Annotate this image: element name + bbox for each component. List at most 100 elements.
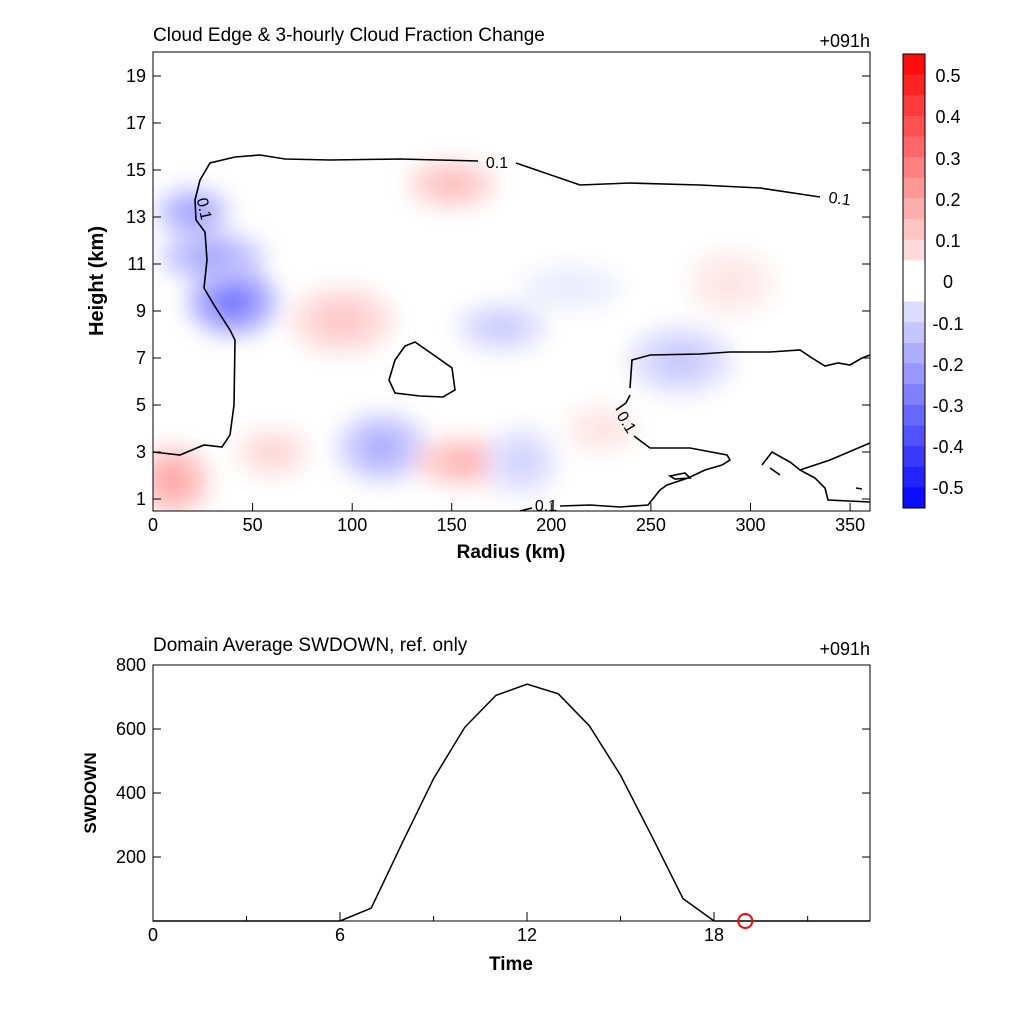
colorbar-cell bbox=[903, 281, 925, 303]
y-tick-label: 7 bbox=[136, 348, 146, 368]
colorbar-cell bbox=[903, 157, 925, 179]
heatmap-y-axis-label: Height (km) bbox=[86, 226, 108, 336]
x-tick-label: 350 bbox=[835, 515, 865, 535]
colorbar-label: -0.3 bbox=[932, 396, 963, 416]
heatmap-anomaly-core bbox=[212, 284, 254, 319]
colorbar-cell bbox=[903, 239, 925, 261]
heatmap-anomaly-core bbox=[431, 173, 473, 195]
heatmap-anomaly-core bbox=[187, 245, 238, 268]
y-tick-label: 17 bbox=[126, 113, 146, 133]
x-tick-label: 0 bbox=[148, 515, 158, 535]
heatmap-anomaly-core bbox=[177, 201, 209, 223]
colorbar-label: 0 bbox=[943, 272, 953, 292]
x-tick-label: 100 bbox=[337, 515, 367, 535]
colorbar-cell bbox=[903, 301, 925, 323]
x-tick-label: 6 bbox=[335, 925, 345, 945]
line-chart-time-label: +091h bbox=[819, 639, 870, 659]
colorbar-label: 0.3 bbox=[935, 149, 960, 169]
heatmap-anomaly-core bbox=[505, 444, 538, 479]
y-tick-label: 200 bbox=[116, 847, 146, 867]
colorbar-cell bbox=[903, 425, 925, 447]
colorbar-cell bbox=[903, 342, 925, 365]
heatmap-anomaly-core bbox=[317, 303, 368, 338]
heatmap-anomaly-core bbox=[440, 450, 491, 473]
heatmap-panel: Cloud Edge & 3-hourly Cloud Fraction Cha… bbox=[86, 25, 871, 563]
line-chart-y-axis-label: SWDOWN bbox=[81, 752, 100, 833]
colorbar-label: -0.1 bbox=[932, 314, 963, 334]
y-tick-label: 13 bbox=[126, 207, 146, 227]
colorbar-label: -0.4 bbox=[932, 437, 963, 457]
contour-mid-ring bbox=[388, 341, 456, 398]
y-tick-label: 15 bbox=[126, 160, 146, 180]
x-tick-label: 200 bbox=[536, 515, 566, 535]
colorbar-labels: 0.5 0.4 0.3 0.2 0.1 0 -0.1 -0.2 -0.3 -0.… bbox=[932, 66, 963, 498]
cloud-edge-contours bbox=[153, 154, 870, 511]
x-tick-label: 150 bbox=[437, 515, 467, 535]
colorbar-cell bbox=[903, 95, 925, 117]
colorbar-cell bbox=[903, 198, 925, 220]
y-tick-label: 5 bbox=[136, 395, 146, 415]
x-tick-label: 50 bbox=[243, 515, 263, 535]
y-tick-label: 19 bbox=[126, 66, 146, 86]
heatmap-frame bbox=[152, 51, 871, 512]
current-time-marker bbox=[737, 913, 754, 929]
line-series-group bbox=[153, 683, 870, 929]
y-tick-label: 400 bbox=[116, 783, 146, 803]
line-chart-x-axis-label: Time bbox=[489, 954, 533, 975]
colorbar-cell bbox=[903, 446, 925, 468]
x-tick-label: 250 bbox=[636, 515, 666, 535]
colorbar-cell bbox=[903, 115, 925, 138]
colorbar-cell bbox=[903, 363, 925, 385]
heatmap-x-ticks: 0 50 100 150 200 250 300 350 bbox=[148, 503, 865, 535]
colorbar-cell bbox=[903, 404, 925, 426]
colorbar-cell bbox=[903, 260, 925, 282]
heatmap-x-axis-label: Radius (km) bbox=[457, 542, 566, 563]
y-tick-label: 1 bbox=[136, 489, 146, 509]
contour-lower-right bbox=[519, 349, 870, 511]
heatmap-anomaly-core bbox=[256, 441, 289, 463]
x-tick-label: 0 bbox=[148, 925, 158, 945]
contour-label-top: 0.1 bbox=[486, 155, 508, 172]
colorbar-cell bbox=[903, 74, 925, 96]
contour-upper-cloud bbox=[153, 154, 821, 456]
swdown-series-line bbox=[153, 683, 870, 922]
colorbar-frame bbox=[902, 53, 926, 509]
heatmap-anomaly-core bbox=[481, 316, 522, 339]
colorbar: 0.5 0.4 0.3 0.2 0.1 0 -0.1 -0.2 -0.3 -0.… bbox=[902, 53, 964, 509]
heatmap-anomaly-core bbox=[710, 265, 751, 300]
x-tick-label: 300 bbox=[735, 515, 765, 535]
y-tick-label: 9 bbox=[136, 301, 146, 321]
colorbar-cell bbox=[903, 136, 925, 158]
colorbar-label: 0.4 bbox=[935, 107, 960, 127]
colorbar-cell bbox=[903, 219, 925, 241]
colorbar-label: -0.5 bbox=[932, 478, 963, 498]
line-chart-title: Domain Average SWDOWN, ref. only bbox=[153, 635, 468, 656]
y-tick-label: 600 bbox=[116, 719, 146, 739]
y-tick-label: 11 bbox=[127, 254, 146, 274]
line-chart-plot-area bbox=[152, 664, 871, 922]
line-chart-minor-ticks bbox=[246, 916, 809, 921]
x-tick-label: 18 bbox=[704, 925, 724, 945]
heatmap-anomaly-core bbox=[585, 417, 617, 440]
line-chart-y-ticks: 200 400 600 800 bbox=[116, 655, 870, 867]
heatmap-anomaly-core bbox=[655, 343, 706, 378]
colorbar-cell bbox=[903, 487, 925, 509]
contour-label-left: 0.1 bbox=[193, 196, 214, 221]
colorbar-cell bbox=[903, 466, 925, 488]
colorbar-cell bbox=[903, 177, 925, 199]
y-tick-label: 800 bbox=[116, 655, 146, 675]
line-chart-x-ticks: 0 6 12 18 bbox=[148, 912, 724, 945]
colorbar-label: 0.1 bbox=[935, 231, 960, 251]
heatmap-anomaly-core bbox=[546, 276, 597, 299]
colorbar-label: -0.2 bbox=[932, 355, 963, 375]
heatmap-title: Cloud Edge & 3-hourly Cloud Fraction Cha… bbox=[153, 25, 545, 46]
colorbar-label: 0.5 bbox=[935, 66, 960, 86]
colorbar-cell bbox=[903, 322, 925, 344]
heatmap-field bbox=[153, 159, 775, 511]
contour-label-right: 0.1 bbox=[827, 190, 851, 210]
contour-label-bottom: 0.1 bbox=[535, 498, 557, 515]
line-chart-panel: Domain Average SWDOWN, ref. only +091h 0… bbox=[81, 635, 871, 975]
colorbar-label: 0.2 bbox=[935, 190, 960, 210]
heatmap-y-ticks: 1 3 5 7 9 11 13 15 17 19 bbox=[126, 66, 870, 509]
